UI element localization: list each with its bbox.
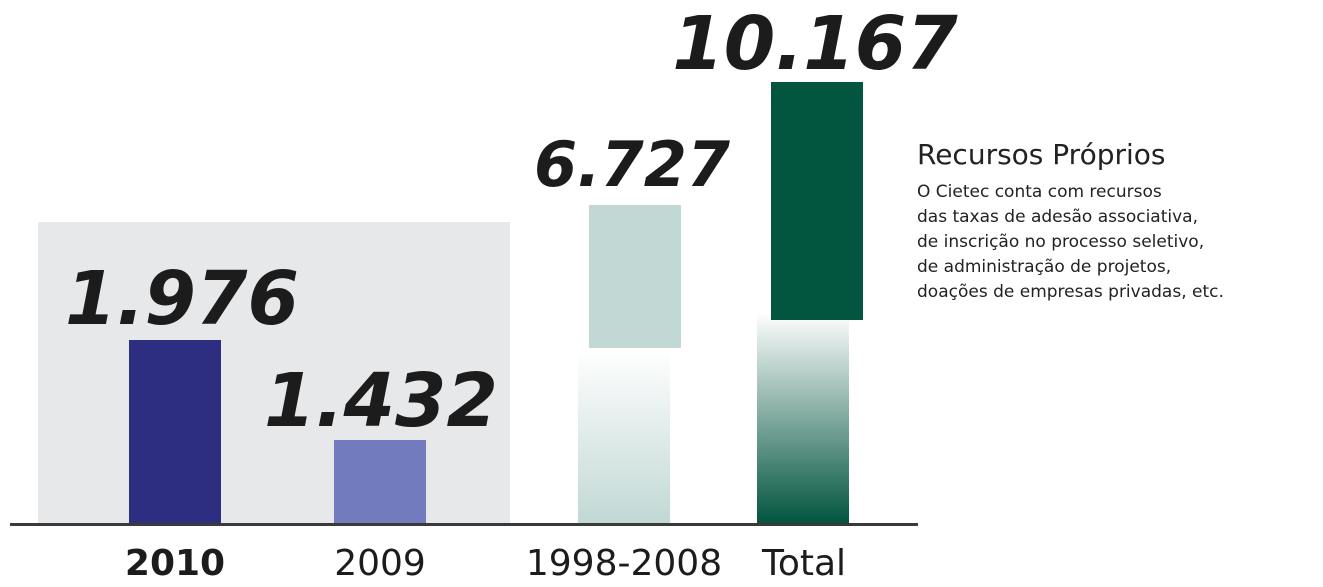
category-label: 2009 — [334, 543, 426, 584]
value-label: 10.167 — [672, 1, 958, 87]
bar-1998-2008 — [589, 205, 681, 348]
category-label: 2010 — [125, 543, 225, 584]
side-panel-line: de administração de projetos, — [917, 257, 1172, 277]
side-panel-line: doações de empresas privadas, etc. — [917, 282, 1224, 302]
side-panel-line: de inscrição no processo seletivo, — [917, 232, 1205, 252]
bar-1998-2008-base — [578, 348, 670, 523]
value-label: 6.727 — [534, 128, 731, 201]
side-panel-title: Recursos Próprios — [917, 138, 1166, 171]
side-panel: Recursos Próprios O Cietec conta com rec… — [917, 138, 1317, 305]
bar-2009 — [334, 440, 426, 523]
value-label: 1.432 — [264, 358, 498, 444]
bar-2010 — [129, 340, 221, 523]
category-label: Total — [761, 543, 846, 584]
category-label: 1998-2008 — [526, 543, 722, 584]
side-panel-body: O Cietec conta com recursos das taxas de… — [917, 180, 1317, 305]
side-panel-line: O Cietec conta com recursos — [917, 182, 1162, 202]
highlight-panel — [38, 222, 510, 523]
bar-total-base — [757, 312, 849, 523]
side-panel-line: das taxas de adesão associativa, — [917, 207, 1198, 227]
value-label: 1.976 — [65, 256, 299, 342]
bar-total — [771, 82, 863, 320]
